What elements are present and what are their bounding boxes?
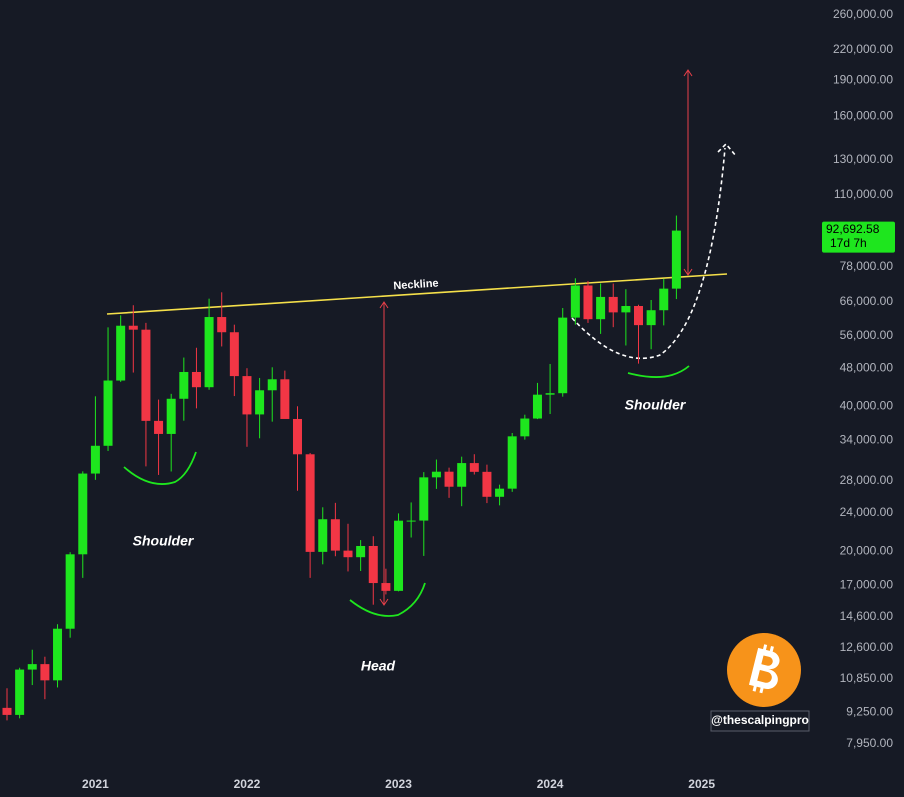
candle-body — [406, 520, 416, 522]
candle-body — [520, 418, 530, 437]
candle-body — [15, 669, 25, 715]
candle-body — [596, 296, 606, 320]
y-tick-label: 34,000.00 — [840, 432, 894, 446]
candle-body — [444, 471, 454, 487]
candle-body — [141, 329, 151, 421]
candle-body — [634, 306, 643, 326]
candle-body — [545, 393, 555, 395]
y-tick-label: 10,850.00 — [840, 671, 894, 685]
candle-body — [116, 325, 126, 381]
candle-body — [356, 545, 366, 558]
candle-body — [659, 288, 669, 311]
countdown: 17d 7h — [830, 236, 867, 250]
projection-arrow — [717, 142, 737, 157]
candle-body — [482, 471, 492, 497]
projection-curve — [571, 147, 726, 360]
y-tick-label: 7,950.00 — [846, 736, 893, 750]
price-tag — [822, 221, 895, 253]
measure-arrows — [379, 69, 693, 606]
candle-body — [532, 394, 542, 419]
candle-body — [128, 325, 138, 330]
candle-body — [469, 463, 479, 472]
price-tag-label: 92,692.58 — [826, 222, 880, 236]
candle-body — [179, 371, 189, 399]
y-tick-label: 130,000.00 — [833, 152, 893, 166]
y-tick-label: 56,000.00 — [840, 328, 894, 342]
candle-body — [65, 554, 75, 629]
candle-body — [90, 445, 100, 474]
candle-body — [318, 519, 328, 552]
candle-body — [608, 296, 618, 313]
watermark-box — [710, 710, 810, 732]
right-shoulder-label: Shoulder — [625, 397, 687, 413]
candle-body — [646, 310, 656, 326]
neckline-label: Neckline — [393, 277, 439, 292]
y-tick-label: 48,000.00 — [840, 360, 894, 374]
candle-body — [671, 230, 681, 289]
y-tick-label: 66,000.00 — [840, 294, 894, 308]
y-tick-label: 12,600.00 — [840, 640, 894, 654]
neckline — [106, 273, 728, 315]
left-shoulder-label: Shoulder — [133, 533, 195, 549]
candle-body — [267, 379, 277, 391]
candle-body — [255, 390, 265, 415]
y-tick-label: 110,000.00 — [834, 187, 893, 201]
candle-body — [419, 477, 429, 521]
candle-body — [280, 379, 290, 419]
candle-body — [2, 707, 12, 715]
candle-body — [558, 317, 568, 394]
candle-body — [292, 418, 302, 455]
x-tick-label: 2025 — [688, 777, 715, 791]
y-tick-label: 40,000.00 — [840, 398, 894, 412]
candle-body — [217, 317, 227, 333]
candle-body — [495, 488, 505, 497]
bitcoin-logo — [727, 633, 801, 707]
y-tick-label: 17,000.00 — [840, 577, 894, 591]
y-tick-label: 260,000.00 — [833, 7, 893, 21]
x-tick-label: 2024 — [537, 777, 564, 791]
candle-body — [154, 420, 164, 434]
y-tick-label: 9,250.00 — [846, 705, 893, 719]
y-tick-label: 220,000.00 — [833, 42, 893, 56]
candle-body — [330, 519, 340, 551]
candle-body — [78, 473, 88, 555]
candle-body — [103, 380, 113, 446]
candle-body — [343, 550, 353, 558]
candle-body — [394, 520, 404, 591]
candle-body — [570, 285, 580, 318]
x-tick-label: 2023 — [385, 777, 412, 791]
y-tick-label: 24,000.00 — [840, 505, 894, 519]
candle-body — [583, 285, 593, 320]
candle-body — [40, 664, 50, 681]
watermark: @thescalpingpro — [711, 713, 809, 727]
candle-body — [305, 454, 315, 552]
candle-body — [204, 317, 214, 388]
x-tick-label: 2022 — [234, 777, 261, 791]
y-tick-label: 190,000.00 — [833, 73, 893, 87]
candle-body — [457, 463, 467, 487]
y-tick-label: 160,000.00 — [833, 109, 893, 123]
candle-body — [229, 332, 239, 377]
y-tick-label: 20,000.00 — [840, 543, 894, 557]
x-tick-label: 2021 — [82, 777, 109, 791]
candle-body — [621, 306, 631, 313]
candle-body — [242, 376, 252, 415]
candle-body — [166, 398, 176, 434]
y-tick-label: 28,000.00 — [840, 473, 894, 487]
candle-body — [507, 436, 517, 489]
candle-body — [27, 664, 37, 670]
candle-body — [381, 583, 391, 591]
candle-body — [368, 545, 378, 584]
y-tick-label: 78,000.00 — [840, 259, 894, 273]
candle-body — [431, 471, 441, 478]
head-label: Head — [361, 658, 396, 674]
shoulder-curves — [123, 365, 690, 617]
y-tick-label: 14,600.00 — [840, 609, 894, 623]
candle-body — [53, 628, 63, 681]
candle-body — [191, 371, 201, 388]
